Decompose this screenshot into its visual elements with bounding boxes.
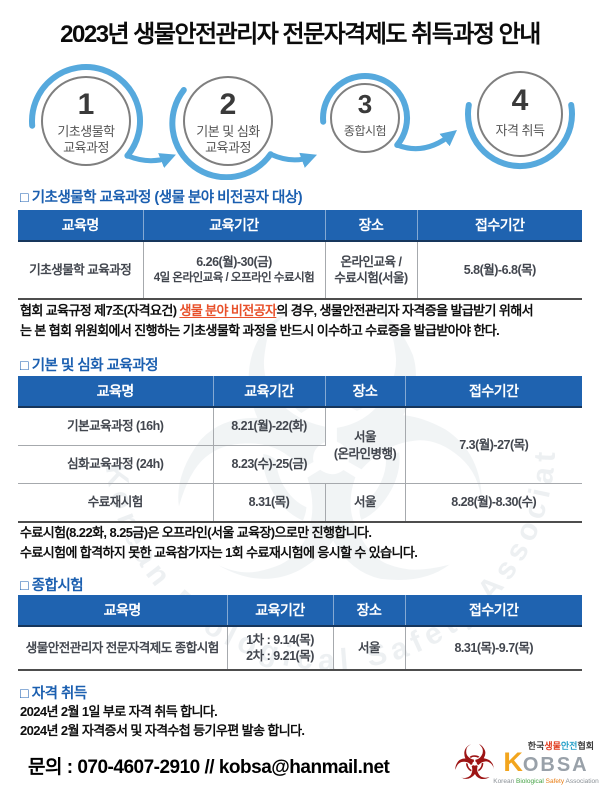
arrow-right-icon-3 — [394, 129, 457, 152]
step-label: 기본 및 심화 — [196, 124, 260, 139]
kobsa-logo: ☣ 한국생물안전협회 KOBSA Korean Biological Safet… — [452, 735, 599, 791]
logo-brand-text: KOBSA — [498, 748, 594, 778]
note-text: 는 본 협회 위원회에서 진행하는 기초생물학 과정을 반드시 이수하고 수료증… — [20, 323, 500, 338]
table-cell-period: 8.21(월)-22(화) — [213, 407, 326, 446]
column-header: 교육기간 — [143, 210, 326, 242]
table-row: 생물안전관리자 전문자격제도 종합시험 1차 : 9.14(목) 2차 : 9.… — [18, 626, 582, 671]
flow-step-3: 3 종합시험 — [330, 83, 400, 153]
table-cell-register: 5.8(월)-6.8(목) — [417, 241, 582, 300]
flow-step-2: 2 기본 및 심화 교육과정 — [183, 76, 273, 166]
step-number: 2 — [220, 88, 237, 121]
note-text: 수료시험(8.22화, 8.25금)은 오프라인(서울 교육장)으로만 진행합니… — [20, 525, 372, 540]
arrow-right-icon-1 — [124, 153, 176, 168]
flow-arc-1 — [29, 64, 143, 159]
table-cell-period: 8.31(목) — [213, 483, 326, 523]
section-heading-basic-course: □ 기초생물학 교육과정 (생물 분야 비전공자 대상) — [20, 190, 303, 206]
step-label: 교육과정 — [63, 140, 109, 155]
column-header: 교육명 — [18, 595, 228, 627]
arrow-right-icon-2 — [268, 151, 318, 168]
logo-en-part: Safety — [545, 777, 566, 785]
step-number: 4 — [512, 84, 529, 117]
flow-arc-4 — [465, 102, 575, 170]
main-course-note: 수료시험(8.22화, 8.25금)은 오프라인(서울 교육장)으로만 진행합니… — [20, 523, 594, 563]
flow-step-4: 4 자격 취득 — [477, 71, 563, 157]
step-label: 기초생물학 — [57, 124, 115, 139]
section-heading-exam: □ 종합시험 — [20, 578, 84, 594]
note-text: 2024년 2월 자격증서 및 자격수첩 등기우편 발송 합니다. — [20, 723, 305, 738]
step-number: 3 — [358, 89, 372, 119]
table-cell-register: 8.31(목)-9.7(목) — [405, 626, 582, 671]
table-cell-place: 서울 (온라인병행) — [325, 407, 406, 484]
main-course-table: 교육명 교육기간 장소 접수기간 기본교육과정 (16h) 8.21(월)-22… — [18, 376, 582, 523]
certification-note: 2024년 2월 1일 부로 자격 취득 합니다. 2024년 2월 자격증서 … — [20, 702, 594, 740]
biohazard-icon: ☣ — [452, 735, 496, 791]
table-header-row: 교육명 교육기간 장소 접수기간 — [18, 595, 582, 627]
table-header-row: 교육명 교육기간 장소 접수기간 — [18, 210, 582, 242]
table-cell-course-name: 심화교육과정 (24h) — [18, 445, 214, 484]
column-header: 교육기간 — [227, 595, 334, 627]
table-cell-course-name: 생물안전관리자 전문자격제도 종합시험 — [18, 626, 228, 671]
logo-kr-part: 생물 — [544, 740, 561, 751]
step-label: 종합시험 — [344, 124, 386, 138]
flow-step-1: 1 기초생물학 교육과정 — [41, 76, 131, 166]
logo-brand-rest: OBSA — [522, 753, 589, 776]
column-header: 장소 — [333, 595, 406, 627]
exam-table: 교육명 교육기간 장소 접수기간 생물안전관리자 전문자격제도 종합시험 1차 … — [18, 595, 582, 671]
contact-info: 문의 : 070-4607-2910 // kobsa@hanmail.net — [28, 757, 390, 778]
column-header: 교육기간 — [213, 376, 326, 408]
table-header-row: 교육명 교육기간 장소 접수기간 — [18, 376, 582, 408]
table-cell-course-name: 기초생물학 교육과정 — [18, 241, 144, 300]
table-row: 기본교육과정 (16h) 8.21(월)-22(화) 서울 (온라인병행) 7.… — [18, 407, 582, 484]
step-label: 자격 취득 — [496, 123, 545, 138]
table-cell-register: 7.3(월)-27(목) — [405, 407, 582, 484]
note-highlight: 생물 분야 비전공자 — [179, 303, 277, 318]
table-cell-course-name: 기본교육과정 (16h) — [18, 407, 214, 446]
table-cell-place: 서울 — [325, 483, 406, 523]
table-cell-period: 6.26(월)-30(금) 4일 온라인교육 / 오프라인 수료시험 — [143, 241, 326, 300]
note-text: 협회 교육규정 제7조(자격요건) — [20, 303, 180, 318]
logo-brand-k: K — [503, 746, 523, 777]
flow-arc-3 — [320, 72, 410, 148]
column-header: 접수기간 — [405, 595, 582, 627]
table-cell-course-name: 수료재시험 — [18, 483, 214, 523]
logo-en-part: Biological — [516, 777, 546, 785]
column-header: 접수기간 — [417, 210, 582, 242]
flow-arc-2 — [169, 87, 274, 180]
column-header: 접수기간 — [405, 376, 582, 408]
note-text: 의 경우, 생물안전관리자 자격증을 발급받기 위해서 — [276, 303, 533, 318]
table-cell-place: 서울 — [333, 626, 406, 671]
column-header: 장소 — [325, 210, 418, 242]
column-header: 교육명 — [18, 376, 214, 408]
basic-course-note: 협회 교육규정 제7조(자격요건) 생물 분야 비전공자의 경우, 생물안전관리… — [20, 301, 594, 341]
logo-en-part: Korean — [493, 777, 517, 785]
section-heading-certification: □ 자격 취득 — [20, 686, 87, 702]
table-cell-period: 8.23(수)-25(금) — [213, 445, 325, 484]
basic-course-table: 교육명 교육기간 장소 접수기간 기초생물학 교육과정 6.26(월)-30(금… — [18, 210, 582, 300]
table-cell-place: 온라인교육 / 수료시험(서울) — [325, 241, 418, 300]
step-label: 교육과정 — [205, 140, 251, 155]
section-heading-main-course: □ 기본 및 심화 교육과정 — [20, 358, 158, 374]
table-cell-period: 1차 : 9.14(목) 2차 : 9.21(목) — [227, 626, 334, 671]
note-text: 2024년 2월 1일 부로 자격 취득 합니다. — [20, 704, 218, 719]
table-row: 심화교육과정 (24h) 8.23(수)-25(금) — [18, 445, 582, 484]
table-cell-register: 8.28(월)-8.30(수) — [405, 483, 582, 523]
logo-kr-part: 한국 — [527, 740, 545, 751]
process-flow: 1 기초생물학 교육과정 2 기본 및 심화 교육과정 3 종합시험 4 자격 … — [29, 64, 575, 180]
logo-text-block: 한국생물안전협회 KOBSA Korean Biological Safety … — [493, 741, 599, 786]
column-header: 교육명 — [18, 210, 144, 242]
logo-kr-part: 협회 — [577, 740, 594, 751]
logo-kr-part: 안전 — [560, 740, 578, 751]
page-title: 2023년 생물안전관리자 전문자격제도 취득과정 안내 — [60, 21, 541, 48]
note-text: 수료시험에 합격하지 못한 교육참가자는 1회 수료재시험에 응시할 수 있습니… — [20, 545, 418, 560]
logo-korean-name: 한국생물안전협회 — [528, 741, 594, 751]
table-row: 기초생물학 교육과정 6.26(월)-30(금) 4일 온라인교육 / 오프라인… — [18, 241, 582, 300]
column-header: 장소 — [325, 376, 406, 408]
table-row: 수료재시험 8.31(목) 서울 8.28(월)-8.30(수) — [18, 483, 582, 523]
logo-english-name: Korean Biological Safety Association — [493, 778, 599, 786]
logo-en-part: Association — [565, 777, 599, 785]
step-number: 1 — [78, 88, 95, 121]
